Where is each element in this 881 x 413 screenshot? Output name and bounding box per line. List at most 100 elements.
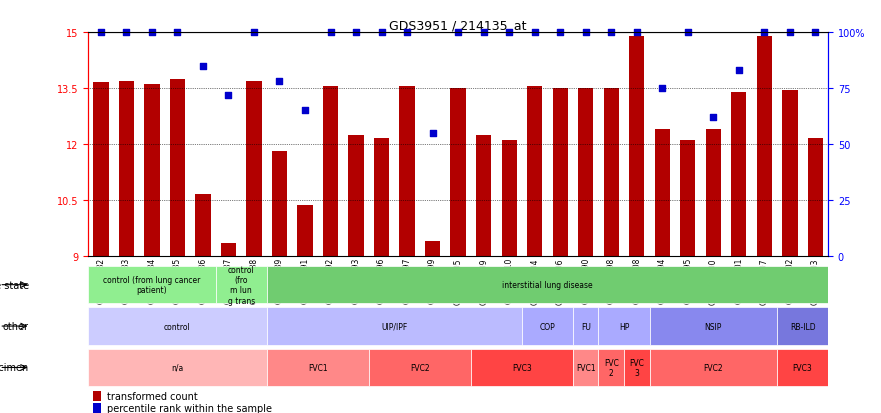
Text: NSIP: NSIP (705, 322, 722, 331)
Text: FVC
3: FVC 3 (629, 358, 644, 377)
Text: control
(fro
m lun
g trans: control (fro m lun g trans (227, 265, 255, 305)
Point (655, 85, 670, 92)
Text: control (from lung cancer
patient): control (from lung cancer patient) (103, 275, 201, 294)
FancyBboxPatch shape (777, 308, 828, 345)
Point (374, 30, 389, 36)
Bar (706, 130, 721, 256)
Point (247, 30, 261, 36)
Point (502, 30, 516, 36)
FancyBboxPatch shape (216, 266, 267, 304)
Point (323, 30, 337, 36)
Bar (348, 135, 364, 256)
FancyBboxPatch shape (573, 308, 598, 345)
Point (783, 30, 797, 36)
Bar (272, 152, 287, 256)
Text: transformed count: transformed count (107, 391, 197, 401)
Point (681, 30, 695, 36)
Bar (603, 89, 618, 256)
Bar (170, 79, 185, 256)
Point (579, 30, 593, 36)
Text: HP: HP (618, 322, 629, 331)
Bar (782, 91, 797, 256)
Bar (298, 206, 313, 256)
Point (809, 30, 823, 36)
Point (758, 30, 772, 36)
FancyBboxPatch shape (573, 349, 598, 386)
Text: FU: FU (581, 322, 590, 331)
Bar (425, 241, 440, 256)
Bar (501, 141, 517, 256)
Bar (578, 89, 594, 256)
Bar (119, 81, 134, 256)
Text: interstitial lung disease: interstitial lung disease (502, 280, 593, 290)
Bar (731, 93, 746, 256)
Text: FVC2: FVC2 (704, 363, 723, 372)
Point (272, 79, 286, 85)
Bar (629, 37, 644, 256)
FancyBboxPatch shape (777, 349, 828, 386)
Bar (399, 87, 415, 256)
Point (630, 30, 644, 36)
FancyBboxPatch shape (267, 349, 369, 386)
Bar (450, 89, 466, 256)
Point (426, 130, 440, 137)
Bar (527, 87, 543, 256)
Point (298, 108, 312, 114)
FancyBboxPatch shape (598, 349, 624, 386)
Bar (757, 37, 772, 256)
Bar (196, 195, 211, 256)
Bar (552, 89, 568, 256)
Point (451, 30, 465, 36)
Point (553, 30, 567, 36)
Text: UIP/IPF: UIP/IPF (381, 322, 407, 331)
Point (196, 63, 210, 70)
FancyBboxPatch shape (267, 266, 828, 304)
FancyBboxPatch shape (649, 349, 777, 386)
Bar (93, 391, 101, 401)
FancyBboxPatch shape (88, 349, 267, 386)
FancyBboxPatch shape (88, 266, 216, 304)
Point (604, 30, 618, 36)
Bar (221, 243, 236, 256)
Point (144, 30, 159, 36)
Text: FVC
2: FVC 2 (603, 358, 618, 377)
Point (349, 30, 363, 36)
Text: RB-ILD: RB-ILD (789, 322, 816, 331)
Text: disease state: disease state (0, 280, 29, 290)
Point (119, 30, 133, 36)
Text: FVC1: FVC1 (576, 363, 596, 372)
Text: COP: COP (539, 322, 555, 331)
Point (707, 114, 721, 121)
Text: n/a: n/a (171, 363, 183, 372)
FancyBboxPatch shape (624, 349, 649, 386)
Bar (680, 141, 695, 256)
Point (93, 30, 107, 36)
Bar (144, 85, 159, 256)
Point (732, 68, 746, 74)
Text: percentile rank within the sample: percentile rank within the sample (107, 403, 271, 413)
Text: FVC1: FVC1 (308, 363, 328, 372)
FancyBboxPatch shape (598, 308, 649, 345)
Text: FVC2: FVC2 (410, 363, 430, 372)
Bar (322, 87, 338, 256)
Bar (808, 139, 823, 256)
Text: specimen: specimen (0, 363, 29, 373)
Bar (93, 83, 108, 256)
Point (170, 30, 184, 36)
FancyBboxPatch shape (369, 349, 470, 386)
Text: other: other (3, 321, 29, 331)
Point (221, 92, 235, 99)
FancyBboxPatch shape (470, 349, 573, 386)
Text: FVC3: FVC3 (512, 363, 532, 372)
Bar (476, 135, 492, 256)
Text: FVC3: FVC3 (793, 363, 812, 372)
FancyBboxPatch shape (267, 308, 522, 345)
FancyBboxPatch shape (522, 308, 573, 345)
Bar (93, 403, 101, 413)
FancyBboxPatch shape (88, 308, 267, 345)
FancyBboxPatch shape (649, 308, 777, 345)
Bar (655, 130, 670, 256)
Bar (374, 139, 389, 256)
Point (528, 30, 542, 36)
Point (477, 30, 491, 36)
